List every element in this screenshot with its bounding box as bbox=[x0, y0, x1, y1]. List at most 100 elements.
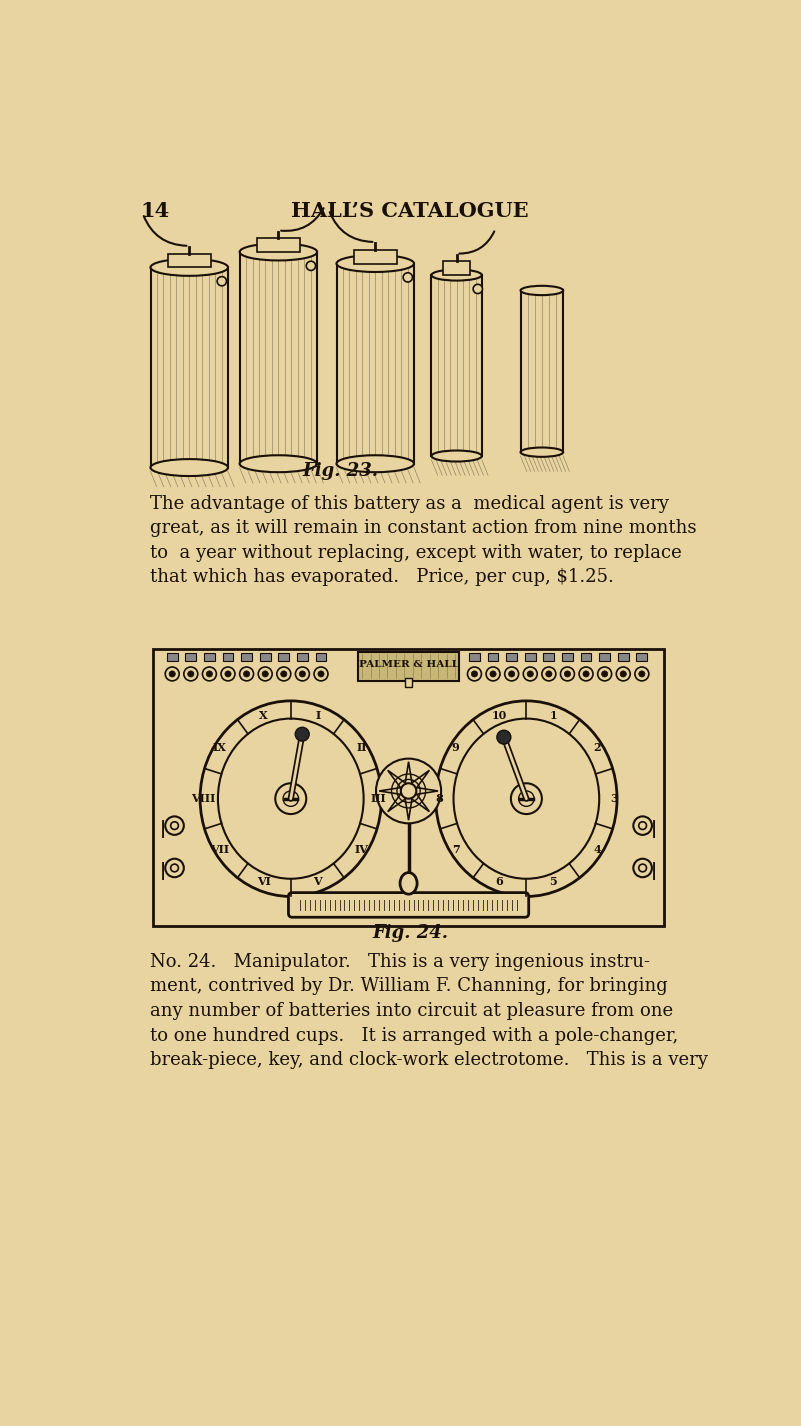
Text: 9: 9 bbox=[452, 742, 460, 753]
Text: HALL’S CATALOGUE: HALL’S CATALOGUE bbox=[292, 201, 529, 221]
Bar bbox=[618, 653, 629, 660]
Text: 5: 5 bbox=[549, 876, 557, 887]
Circle shape bbox=[239, 667, 254, 680]
Circle shape bbox=[545, 670, 552, 677]
Text: 10: 10 bbox=[492, 710, 507, 722]
Circle shape bbox=[207, 670, 212, 677]
Ellipse shape bbox=[239, 244, 317, 261]
Bar bbox=[405, 677, 413, 687]
Circle shape bbox=[616, 667, 630, 680]
Text: I: I bbox=[316, 710, 320, 722]
Circle shape bbox=[300, 670, 305, 677]
Text: 7: 7 bbox=[452, 844, 460, 856]
Circle shape bbox=[306, 261, 316, 271]
Circle shape bbox=[579, 667, 593, 680]
Bar bbox=[443, 261, 470, 275]
Circle shape bbox=[296, 727, 309, 742]
Text: VIII: VIII bbox=[191, 793, 215, 804]
Text: 3: 3 bbox=[610, 793, 618, 804]
Bar bbox=[469, 653, 480, 660]
Circle shape bbox=[638, 864, 646, 871]
Ellipse shape bbox=[151, 459, 228, 476]
Text: 1: 1 bbox=[549, 710, 557, 722]
Bar bbox=[257, 238, 300, 252]
Circle shape bbox=[634, 858, 652, 877]
Circle shape bbox=[217, 277, 227, 285]
Bar bbox=[599, 653, 610, 660]
Text: to one hundred cups.   It is arranged with a pole-changer,: to one hundred cups. It is arranged with… bbox=[151, 1027, 678, 1045]
Circle shape bbox=[283, 791, 299, 806]
Ellipse shape bbox=[432, 270, 482, 281]
Text: No. 24.   Manipulator.   This is a very ingenious instru-: No. 24. Manipulator. This is a very inge… bbox=[151, 953, 650, 971]
Bar bbox=[167, 653, 178, 660]
Text: |: | bbox=[650, 820, 659, 837]
Circle shape bbox=[471, 670, 477, 677]
Circle shape bbox=[221, 667, 235, 680]
Circle shape bbox=[403, 272, 413, 282]
Text: any number of batteries into circuit at pleasure from one: any number of batteries into circuit at … bbox=[151, 1002, 674, 1020]
Bar bbox=[241, 653, 252, 660]
Ellipse shape bbox=[432, 451, 482, 462]
Text: to  a year without replacing, except with water, to replace: to a year without replacing, except with… bbox=[151, 543, 682, 562]
Circle shape bbox=[262, 670, 268, 677]
Ellipse shape bbox=[400, 873, 417, 894]
Text: The advantage of this battery as a  medical agent is very: The advantage of this battery as a medic… bbox=[151, 495, 670, 512]
Circle shape bbox=[376, 759, 441, 823]
Circle shape bbox=[169, 670, 175, 677]
Bar bbox=[223, 653, 233, 660]
Bar bbox=[153, 649, 664, 925]
Circle shape bbox=[203, 667, 216, 680]
Circle shape bbox=[486, 667, 500, 680]
Circle shape bbox=[598, 667, 612, 680]
Circle shape bbox=[527, 670, 533, 677]
Bar bbox=[260, 653, 271, 660]
Circle shape bbox=[468, 667, 481, 680]
Text: break-piece, key, and clock-work electrotome.   This is a very: break-piece, key, and clock-work electro… bbox=[151, 1051, 708, 1070]
Bar bbox=[562, 653, 573, 660]
Bar bbox=[354, 250, 396, 264]
Bar bbox=[204, 653, 215, 660]
Circle shape bbox=[276, 783, 306, 814]
Text: 4: 4 bbox=[594, 844, 601, 856]
Circle shape bbox=[620, 670, 626, 677]
Bar bbox=[316, 653, 327, 660]
Circle shape bbox=[505, 667, 518, 680]
Circle shape bbox=[244, 670, 250, 677]
Text: that which has evaporated.   Price, per cup, $1.25.: that which has evaporated. Price, per cu… bbox=[151, 569, 614, 586]
Bar bbox=[185, 653, 196, 660]
Circle shape bbox=[638, 821, 646, 830]
Text: II: II bbox=[356, 742, 367, 753]
Circle shape bbox=[638, 670, 645, 677]
Circle shape bbox=[561, 667, 574, 680]
Polygon shape bbox=[388, 770, 429, 811]
Bar bbox=[525, 653, 536, 660]
Ellipse shape bbox=[521, 285, 563, 295]
Circle shape bbox=[511, 783, 541, 814]
Circle shape bbox=[634, 816, 652, 834]
Circle shape bbox=[635, 667, 649, 680]
Text: ment, contrived by Dr. William F. Channing, for bringing: ment, contrived by Dr. William F. Channi… bbox=[151, 977, 668, 995]
Bar bbox=[488, 653, 498, 660]
Circle shape bbox=[314, 667, 328, 680]
Ellipse shape bbox=[218, 719, 364, 878]
Circle shape bbox=[187, 670, 194, 677]
Circle shape bbox=[296, 667, 309, 680]
Text: III: III bbox=[371, 793, 386, 804]
Text: 2: 2 bbox=[594, 742, 601, 753]
Bar bbox=[358, 652, 459, 680]
Bar bbox=[297, 653, 308, 660]
Ellipse shape bbox=[521, 448, 563, 456]
Text: |: | bbox=[158, 820, 168, 837]
Circle shape bbox=[165, 816, 183, 834]
Circle shape bbox=[318, 670, 324, 677]
Text: PALMER & HALL: PALMER & HALL bbox=[359, 660, 459, 669]
Bar bbox=[279, 653, 289, 660]
Ellipse shape bbox=[336, 455, 414, 472]
Polygon shape bbox=[379, 786, 438, 796]
Circle shape bbox=[258, 667, 272, 680]
Text: |: | bbox=[650, 863, 659, 880]
Circle shape bbox=[541, 667, 556, 680]
Bar bbox=[637, 653, 647, 660]
Text: IV: IV bbox=[355, 844, 368, 856]
Bar bbox=[543, 653, 554, 660]
